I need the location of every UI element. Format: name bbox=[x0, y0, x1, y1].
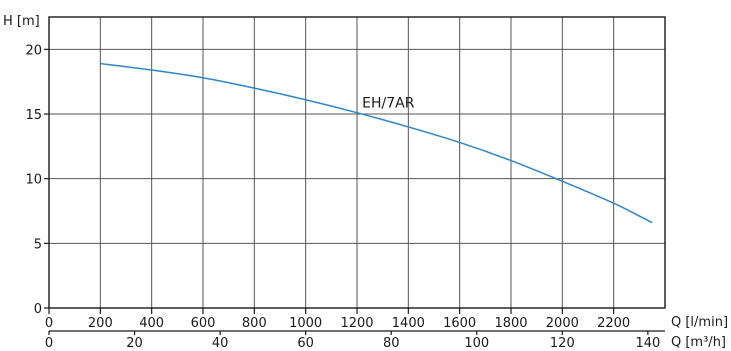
y-tick-label: 10 bbox=[25, 173, 42, 188]
x-tick-label: 600 bbox=[191, 316, 216, 331]
x-tick-label: 0 bbox=[45, 316, 53, 331]
x-tick-label: 2200 bbox=[597, 316, 630, 331]
series-layer bbox=[100, 62, 653, 224]
x2-tick-label: 20 bbox=[126, 336, 143, 351]
y-tick-label: 0 bbox=[34, 302, 42, 317]
x-tick-label: 1200 bbox=[340, 316, 373, 331]
x-axis-m3-h: 0 20 40 60 80 100 120 140 bbox=[45, 330, 665, 351]
y-axis-label: H [m] bbox=[3, 14, 40, 29]
x-tick-label: 200 bbox=[88, 316, 113, 331]
x2-tick-label: 40 bbox=[212, 336, 229, 351]
series-label-eh-7ar: EH/7AR bbox=[362, 96, 415, 112]
x2-tick-label: 60 bbox=[297, 336, 314, 351]
x-tick-label: 2000 bbox=[546, 316, 579, 331]
x2-tick-label: 80 bbox=[383, 336, 400, 351]
x2-tick-label: 140 bbox=[635, 336, 660, 351]
x2-axis-label: Q [m³/h] bbox=[671, 335, 726, 350]
x-tick-label: 400 bbox=[139, 316, 164, 331]
grid bbox=[49, 17, 665, 308]
x-axis-label: Q [l/min] bbox=[671, 315, 728, 330]
x-axis-l-min: 0 200 400 600 800 1000 1200 1400 1600 1800 2000 220… bbox=[45, 308, 630, 331]
x-tick-label: 1800 bbox=[494, 316, 527, 331]
x-tick-label: 1600 bbox=[443, 316, 476, 331]
y-axis: 0 5 10 15 20 bbox=[25, 43, 49, 317]
annotations: EH/7AR bbox=[362, 96, 415, 112]
x-tick-label: 800 bbox=[242, 316, 267, 331]
y-tick-label: 20 bbox=[25, 43, 42, 58]
y-tick-label: 5 bbox=[34, 237, 42, 252]
x2-tick-label: 100 bbox=[464, 336, 489, 351]
x2-tick-label: 0 bbox=[45, 336, 53, 351]
y-tick-label: 15 bbox=[25, 108, 42, 123]
x2-tick-label: 120 bbox=[550, 336, 575, 351]
series-line-eh-7ar bbox=[100, 62, 653, 224]
x-tick-label: 1400 bbox=[392, 316, 425, 331]
x-tick-label: 1000 bbox=[289, 316, 322, 331]
